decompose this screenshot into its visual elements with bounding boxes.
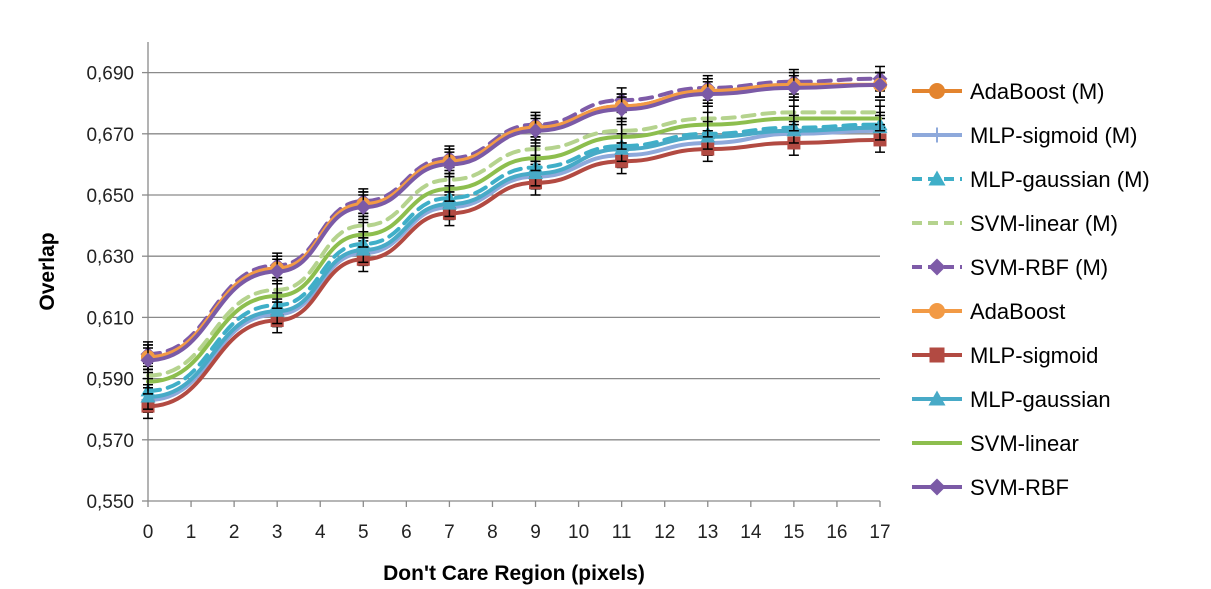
series-mlp-gaussian-m — [140, 111, 888, 404]
legend: AdaBoost (M) MLP-sigmoid (M) MLP-gaussian … — [912, 79, 1150, 500]
y-tick-label: 0,690 — [86, 64, 134, 85]
error-bar — [702, 111, 713, 138]
data-point — [929, 127, 945, 143]
error-bar — [358, 221, 369, 248]
x-tick-label: 8 — [487, 522, 498, 543]
legend-item: MLP-sigmoid — [912, 343, 1098, 368]
legend-label: MLP-gaussian (M) — [970, 167, 1150, 192]
data-point — [355, 242, 371, 256]
legend-item: MLP-sigmoid (M) — [912, 123, 1137, 148]
y-tick-label: 0,670 — [86, 125, 134, 146]
x-tick-label: 2 — [229, 522, 240, 543]
error-bar — [616, 123, 627, 150]
legend-item: SVM-linear (M) — [912, 211, 1118, 236]
series-line — [146, 122, 882, 393]
data-point — [700, 86, 716, 102]
legend-item: MLP-gaussian (M) — [912, 167, 1150, 192]
data-point — [928, 390, 946, 406]
legend-label: AdaBoost — [970, 299, 1065, 324]
x-tick-label: 0 — [143, 522, 154, 543]
series-svm-rbf — [140, 71, 888, 374]
y-tick-label: 0,610 — [86, 308, 134, 329]
y-tick-label: 0,590 — [86, 370, 134, 391]
legend-label: MLP-sigmoid — [970, 343, 1098, 368]
legend-item: SVM-linear — [912, 431, 1079, 456]
legend-label: SVM-linear (M) — [970, 211, 1118, 236]
data-point — [140, 389, 156, 403]
x-tick-label: 17 — [869, 522, 890, 543]
error-bar — [788, 105, 799, 132]
legend-item: SVM-RBF — [912, 475, 1069, 500]
error-bar — [530, 145, 541, 172]
legend-label: SVM-RBF — [970, 475, 1069, 500]
legend-item: SVM-RBF (M) — [912, 255, 1108, 280]
data-point — [269, 264, 285, 279]
legend-item: AdaBoost (M) — [912, 79, 1105, 104]
x-tick-label: 3 — [272, 522, 283, 543]
data-point — [928, 170, 946, 186]
y-tick-label: 0,650 — [86, 186, 134, 207]
x-tick-label: 14 — [740, 522, 762, 543]
x-tick-label: 4 — [315, 522, 326, 543]
legend-label: MLP-sigmoid (M) — [970, 123, 1137, 148]
legend-item: MLP-gaussian — [912, 387, 1111, 412]
data-point — [929, 83, 945, 99]
legend-label: MLP-gaussian — [970, 387, 1111, 412]
x-tick-label: 16 — [826, 522, 847, 543]
x-tick-label: 6 — [401, 522, 412, 543]
data-point — [929, 347, 945, 363]
data-point — [928, 478, 946, 496]
data-point — [269, 303, 285, 317]
x-tick-label: 13 — [697, 522, 718, 543]
data-point — [928, 258, 946, 276]
y-tick-label: 0,550 — [86, 492, 134, 513]
data-point — [614, 101, 630, 117]
data-series — [140, 65, 888, 420]
x-tick-label: 10 — [568, 522, 589, 543]
x-axis-title: Don't Care Region (pixels) — [383, 562, 645, 585]
data-point — [355, 199, 371, 215]
y-tick-label: 0,630 — [86, 247, 134, 268]
x-tick-label: 12 — [654, 522, 675, 543]
series-line — [146, 110, 882, 378]
data-point — [140, 352, 156, 368]
x-tick-label: 11 — [612, 522, 632, 543]
legend-label: AdaBoost (M) — [970, 79, 1105, 104]
data-point — [441, 196, 457, 210]
data-point — [441, 156, 457, 172]
series-line — [146, 116, 882, 384]
x-tick-label: 9 — [530, 522, 541, 543]
data-point — [786, 80, 802, 96]
data-point — [929, 303, 945, 319]
data-point — [872, 77, 888, 93]
y-axis-title: Overlap — [36, 232, 59, 310]
axes: 0,550 0,570 0,590 0,610 0,630 0,650 0,670 0,690… — [86, 42, 891, 543]
data-point — [528, 123, 544, 139]
legend-label: SVM-linear — [970, 431, 1079, 456]
series-svm-linear — [143, 105, 885, 395]
data-point — [528, 166, 544, 180]
legend-label: SVM-RBF (M) — [970, 255, 1108, 280]
error-bar — [875, 105, 885, 132]
y-tick-label: 0,570 — [86, 431, 134, 452]
legend-item: AdaBoost — [912, 299, 1065, 324]
x-tick-label: 1 — [186, 522, 197, 543]
x-tick-label: 5 — [358, 522, 369, 543]
x-tick-label: 15 — [783, 522, 804, 543]
x-tick-label: 7 — [444, 522, 455, 543]
series-line — [146, 125, 882, 399]
